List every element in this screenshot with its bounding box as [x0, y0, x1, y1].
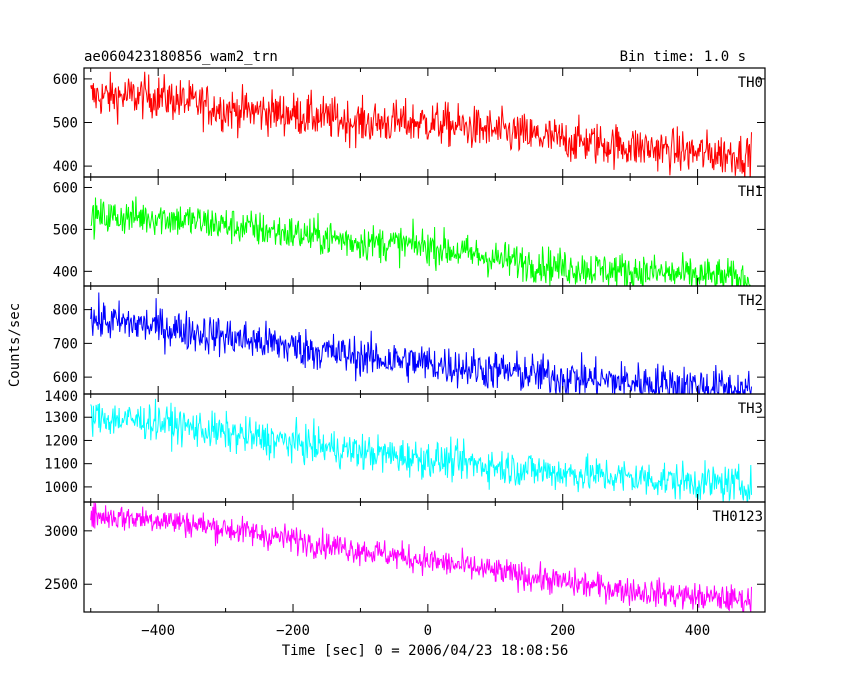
y-axis-label: Counts/sec [7, 303, 23, 387]
y-tick-label: 500 [53, 222, 78, 238]
panel-label-th3: TH3 [738, 401, 763, 417]
series-line-th0 [90, 71, 752, 177]
y-tick-label: 1100 [44, 457, 78, 473]
panel-label-th0: TH0 [738, 75, 763, 91]
bin-time-label: Bin time: 1.0 s [620, 49, 746, 65]
panel-label-th0123: TH0123 [712, 509, 763, 525]
y-tick-label: 1000 [44, 480, 78, 496]
y-tick-label: 1400 [44, 389, 78, 405]
y-tick-label: 700 [53, 336, 78, 352]
y-tick-label: 600 [53, 72, 78, 88]
y-tick-label: 600 [53, 370, 78, 386]
series-line-th3 [90, 398, 752, 502]
panel-th0123: 2500 3000 TH0123 [44, 501, 766, 613]
y-tick-label: 800 [53, 303, 78, 319]
panel-label-th2: TH2 [738, 293, 763, 309]
x-tick-label: 400 [685, 623, 710, 639]
y-tick-label: 2500 [44, 577, 78, 593]
panel-frame [83, 176, 766, 287]
x-tick-label: 0 [424, 623, 432, 639]
panel-th1: 400 500 600 TH1 [53, 176, 766, 287]
x-tick-label: −200 [276, 623, 310, 639]
x-axis-label: Time [sec] 0 = 2006/04/23 18:08:56 [282, 643, 569, 659]
x-tick-label: 200 [550, 623, 575, 639]
panel-frame [83, 501, 766, 613]
series-line-th0123 [90, 502, 752, 612]
panels-group: 400 500 600 TH0 400 500 600 TH1 600 700 800 TH2 1000… [44, 67, 766, 639]
panel-frame [83, 393, 766, 503]
chart-title: ae060423180856_wam2_trn [84, 49, 278, 65]
y-tick-label: 1300 [44, 410, 78, 426]
y-tick-label: 500 [53, 116, 78, 132]
panel-th2: 600 700 800 TH2 [53, 285, 766, 395]
y-tick-label: 400 [53, 264, 78, 280]
y-tick-label: 600 [53, 180, 78, 196]
panel-th3: 1000 1100 1200 1300 1400 TH3 [44, 389, 766, 503]
series-line-th1 [90, 196, 751, 286]
y-tick-label: 400 [53, 159, 78, 175]
panel-label-th1: TH1 [738, 184, 763, 200]
series-line-th2 [90, 292, 752, 394]
x-tick-label: −400 [141, 623, 175, 639]
panel-th0: 400 500 600 TH0 [53, 67, 766, 178]
y-tick-label: 3000 [44, 524, 78, 540]
y-tick-label: 1200 [44, 433, 78, 449]
